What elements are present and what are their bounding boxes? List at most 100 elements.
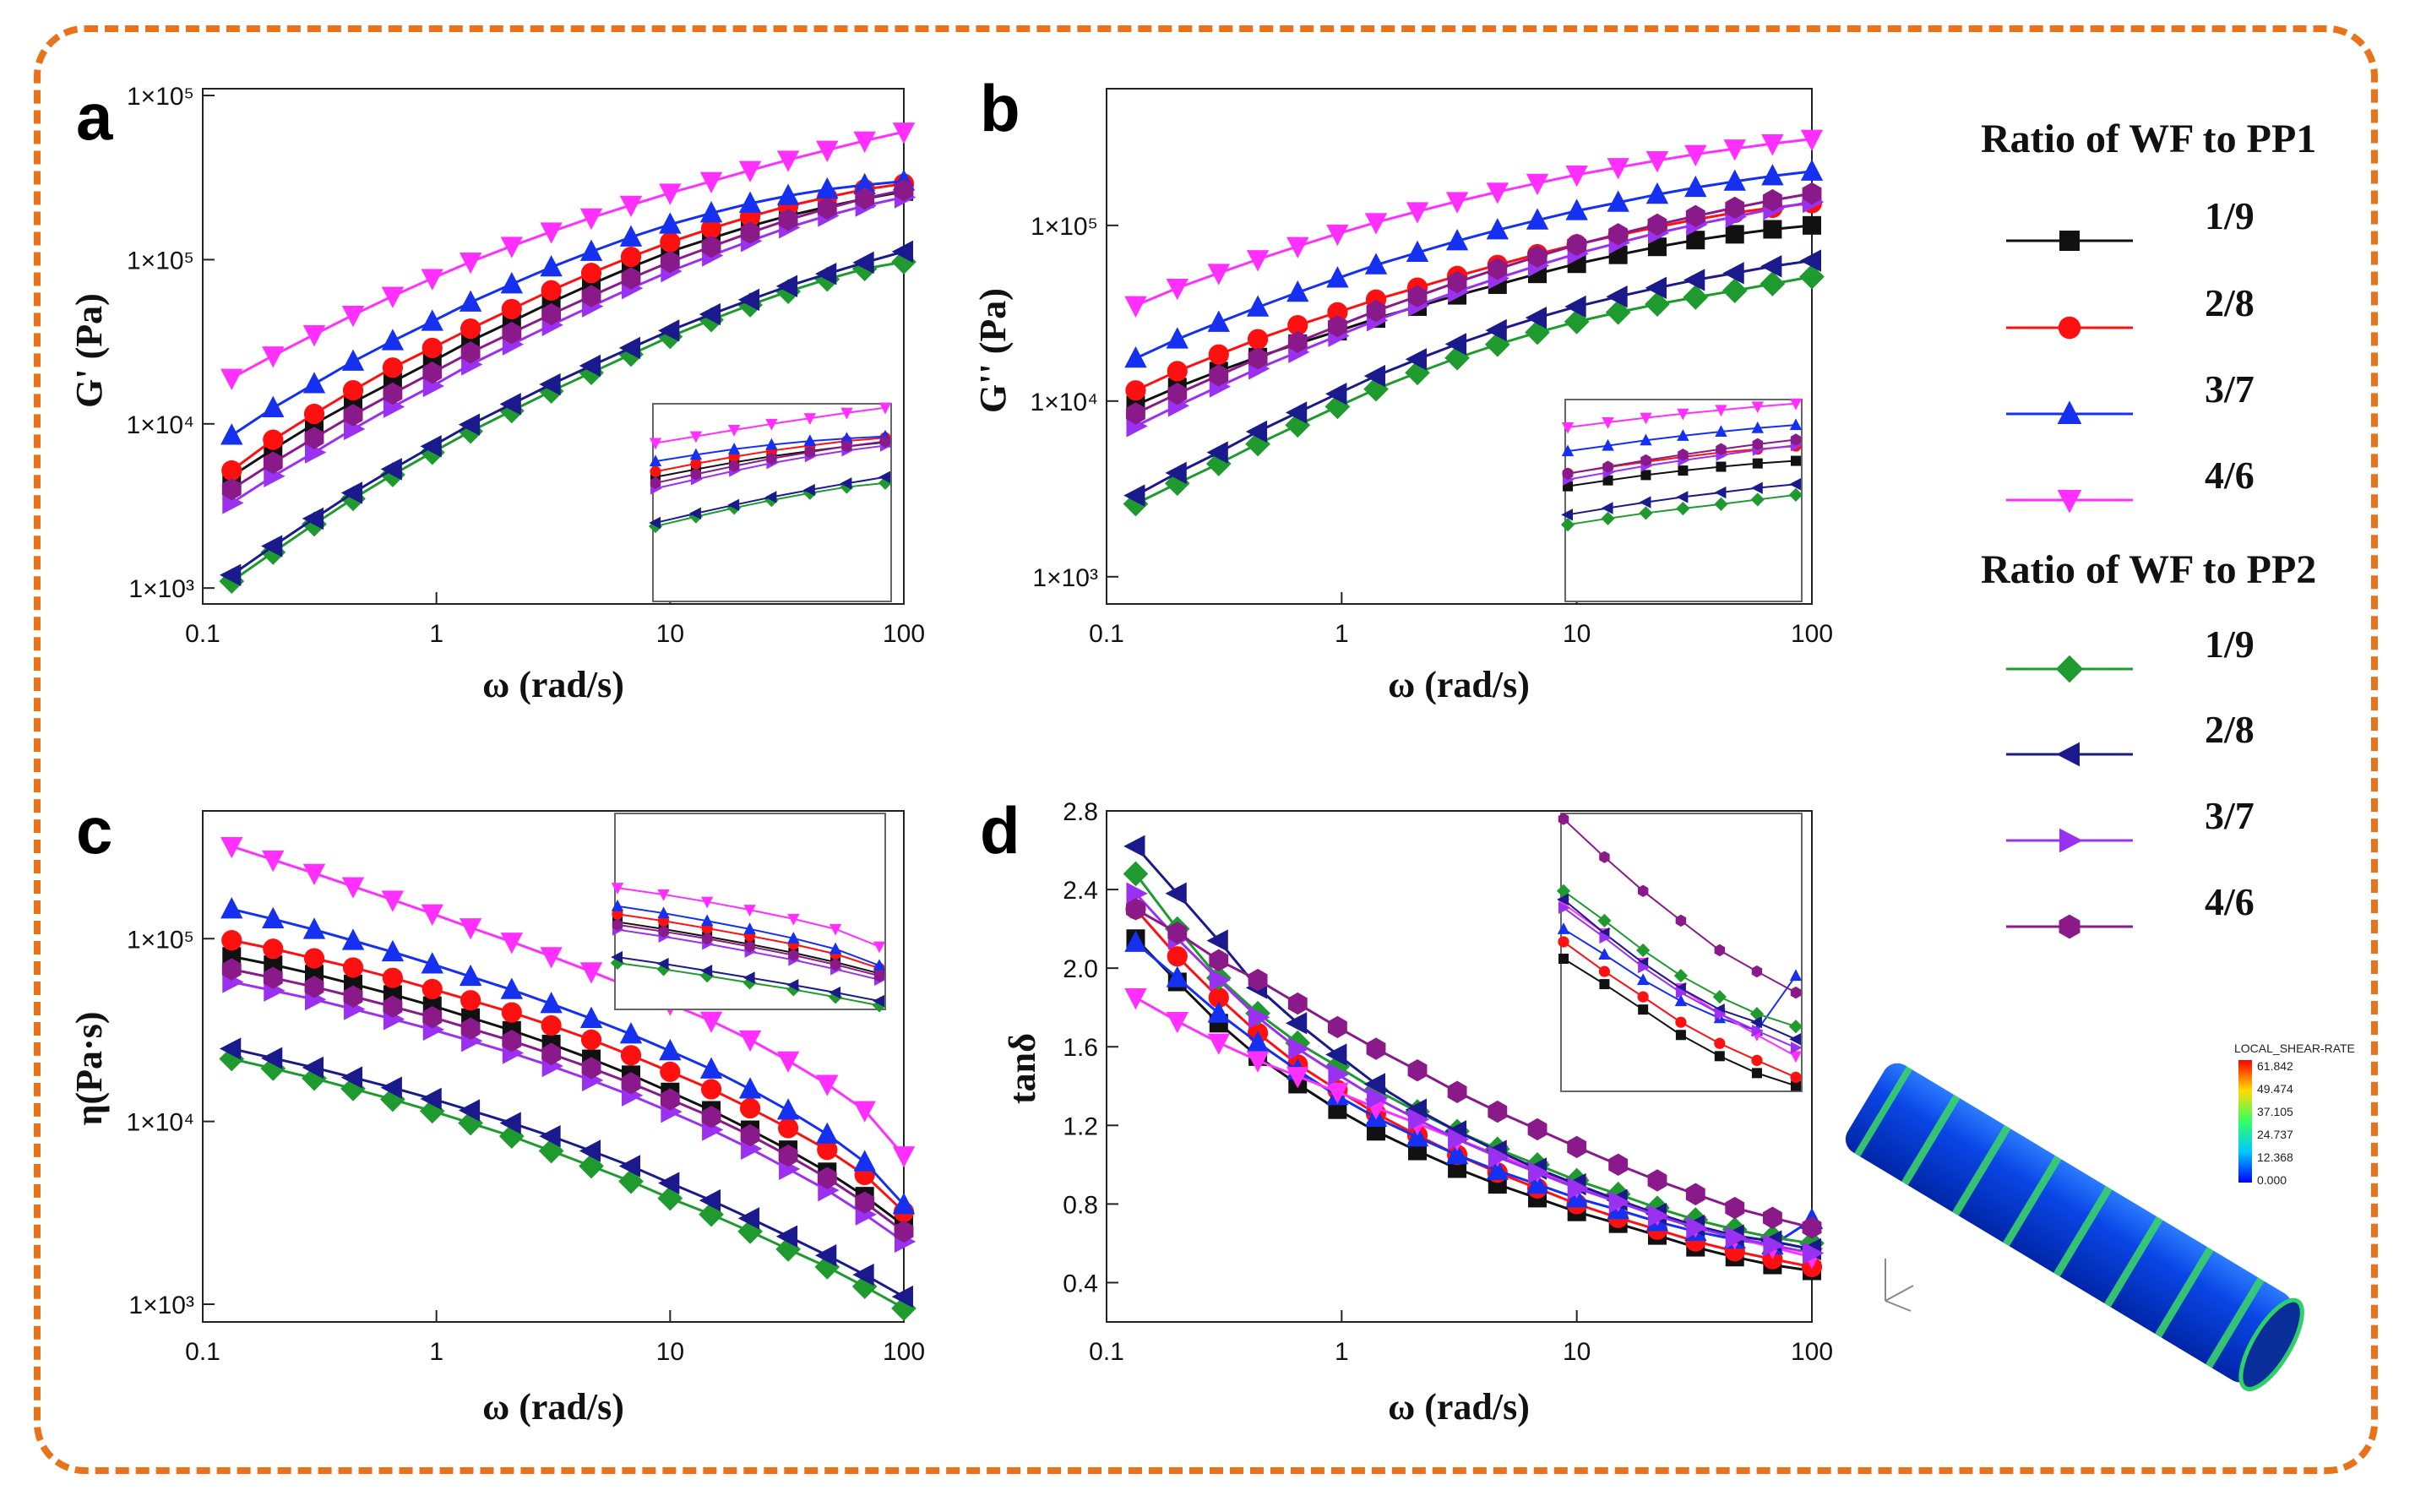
- data-point: [1326, 266, 1349, 288]
- inset-series-8: [1558, 813, 1802, 999]
- y-tick-label: 2.8: [1063, 798, 1098, 826]
- data-point: [1722, 262, 1744, 285]
- series-line: [231, 1047, 905, 1298]
- legend-label: 2/8: [2205, 708, 2255, 751]
- data-point: [775, 275, 798, 297]
- inset-data-point: [803, 413, 817, 425]
- data-point: [220, 897, 243, 919]
- data-point: [579, 1139, 601, 1162]
- data-point: [1760, 271, 1786, 296]
- inset-data-point: [1789, 1033, 1801, 1046]
- series-3: [1124, 159, 1824, 368]
- inset-data-point: [650, 465, 661, 477]
- inset-data-point: [1640, 470, 1651, 481]
- x-tick-label: 10: [1563, 620, 1591, 648]
- inset-data-point: [742, 971, 755, 984]
- data-point: [699, 171, 723, 193]
- data-point: [1486, 218, 1509, 240]
- data-point: [1760, 255, 1782, 278]
- inset-data-point: [1791, 1042, 1803, 1054]
- data-point: [303, 403, 325, 425]
- data-point: [816, 1122, 839, 1144]
- data-point: [701, 1105, 721, 1129]
- data-point: [499, 393, 521, 416]
- shear-band-group: [1854, 1066, 2265, 1368]
- data-point: [658, 319, 680, 342]
- data-point: [814, 262, 837, 286]
- data-point: [737, 288, 760, 312]
- data-point: [1525, 306, 1547, 329]
- inset-data-point: [1677, 429, 1689, 441]
- data-point: [1124, 988, 1147, 1010]
- data-point: [776, 1098, 800, 1120]
- data-point: [459, 290, 482, 312]
- data-point: [1799, 249, 1821, 272]
- inset-data-point: [1789, 398, 1803, 411]
- data-point: [540, 992, 563, 1014]
- data-point: [1407, 1058, 1428, 1082]
- data-point: [262, 395, 285, 417]
- data-point: [579, 239, 603, 261]
- data-point: [1248, 968, 1268, 992]
- data-point: [1564, 308, 1590, 334]
- data-point: [1364, 253, 1388, 275]
- inset-data-point: [1673, 968, 1689, 983]
- y-tick-label: 1×10³: [128, 575, 194, 603]
- data-point: [738, 191, 762, 213]
- legend-item: 2/8: [2006, 281, 2255, 340]
- data-point: [1363, 376, 1389, 402]
- inset-series-8: [612, 918, 885, 982]
- inset-data-point: [1751, 1054, 1763, 1066]
- inset-data-point: [1788, 1020, 1803, 1034]
- data-point: [1725, 1226, 1748, 1249]
- data-point: [1206, 441, 1228, 464]
- inset-data-point: [765, 418, 778, 431]
- colorbar-tick-label: 61.842: [2257, 1059, 2293, 1073]
- inset-data-point: [1639, 506, 1653, 520]
- inset-data-point: [1789, 418, 1803, 431]
- data-point: [853, 1101, 876, 1123]
- data-point: [1286, 280, 1309, 302]
- inset-data-point: [765, 438, 778, 450]
- series-line: [231, 180, 905, 437]
- data-point: [816, 1074, 839, 1096]
- data-point: [1645, 291, 1670, 317]
- inset-data-point: [727, 425, 741, 437]
- inset-data-point: [1791, 455, 1801, 466]
- data-point: [221, 958, 242, 981]
- data-point: [1363, 364, 1386, 388]
- data-point: [1645, 151, 1669, 173]
- inset-data-point: [744, 940, 755, 953]
- data-point: [737, 1207, 760, 1230]
- data-point: [340, 481, 363, 504]
- data-point: [380, 1076, 402, 1099]
- data-point: [1488, 1145, 1510, 1168]
- series-line: [1134, 170, 1813, 360]
- inset-series-8: [1562, 433, 1802, 481]
- data-point: [1685, 204, 1705, 227]
- inset-data-point: [840, 477, 852, 490]
- data-point: [1685, 1183, 1705, 1205]
- data-point: [382, 357, 404, 378]
- y-tick-label: 1×10⁵: [127, 83, 194, 111]
- data-point: [1207, 1001, 1230, 1023]
- x-axis-label: ω (rad/s): [482, 664, 624, 705]
- data-point: [1123, 484, 1145, 507]
- data-point: [262, 850, 285, 873]
- inset-frame: [1560, 813, 1803, 1092]
- inset-data-point: [804, 446, 816, 459]
- inset-data-point: [1598, 965, 1611, 977]
- data-point: [343, 404, 363, 427]
- inset-data-point: [1751, 421, 1764, 433]
- data-point: [1286, 237, 1309, 258]
- data-point: [1445, 1142, 1469, 1165]
- legend-label: 4/6: [2205, 880, 2255, 923]
- series-7: [1126, 882, 1825, 1265]
- data-point: [1725, 196, 1745, 220]
- series-7: [222, 971, 917, 1254]
- series-line: [1134, 192, 1813, 415]
- data-point: [894, 178, 914, 202]
- inset-data-point: [1714, 1037, 1726, 1049]
- y-tick-label: 1×10⁴: [127, 1109, 194, 1137]
